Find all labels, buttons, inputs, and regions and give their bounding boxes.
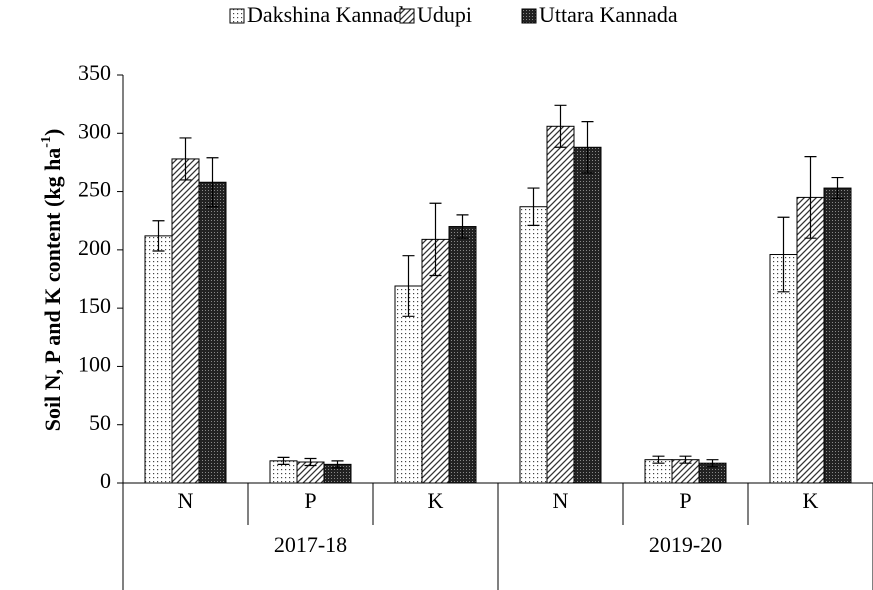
error-bar — [527, 187, 540, 226]
error-bar — [179, 137, 192, 181]
error-bar — [679, 455, 692, 464]
error-bar — [652, 455, 665, 464]
y-tick-label: 250 — [78, 177, 111, 202]
y-axis-label: Soil N, P and K content (kg ha-1) — [39, 129, 65, 432]
error-bar — [831, 176, 844, 200]
y-tick-label: 300 — [78, 118, 111, 143]
group-label: 2017-18 — [274, 532, 347, 557]
error-bar — [456, 214, 469, 239]
legend-label: Uttara Kannada — [539, 2, 678, 27]
y-label-sup: -1 — [39, 136, 54, 148]
category-label: K — [803, 488, 819, 513]
error-bar — [429, 202, 442, 277]
legend-swatch — [399, 8, 415, 24]
error-bar — [706, 459, 719, 468]
y-label-suffix: ) — [40, 129, 65, 136]
legend-label: Dakshina Kannada — [247, 2, 414, 27]
category-label: N — [553, 488, 569, 513]
y-tick-label: 100 — [78, 351, 111, 376]
error-bar — [777, 216, 790, 293]
bar — [573, 146, 602, 484]
bar — [144, 235, 173, 484]
error-bar — [804, 156, 817, 239]
bar — [796, 196, 825, 484]
bar — [769, 254, 798, 484]
error-bar — [581, 121, 594, 174]
y-tick-label: 200 — [78, 235, 111, 260]
bar — [823, 187, 852, 484]
y-tick-label: 50 — [89, 410, 111, 435]
bar — [448, 226, 477, 484]
category-label: P — [679, 488, 691, 513]
error-bar — [554, 104, 567, 148]
error-bar — [206, 157, 219, 208]
bar — [519, 206, 548, 484]
category-label: N — [178, 488, 194, 513]
category-label: P — [304, 488, 316, 513]
legend-label: Udupi — [417, 2, 472, 27]
y-tick-label: 350 — [78, 60, 111, 85]
error-bar — [304, 457, 317, 467]
error-bar — [277, 456, 290, 465]
bar — [394, 285, 423, 484]
category-label: K — [428, 488, 444, 513]
y-tick-label: 0 — [100, 468, 111, 493]
y-tick-label: 150 — [78, 293, 111, 318]
error-bar — [331, 460, 344, 469]
error-bar — [402, 255, 415, 317]
legend-swatch — [521, 8, 537, 24]
legend-swatch — [229, 8, 245, 24]
group-label: 2019-20 — [649, 532, 722, 557]
error-bar — [152, 220, 165, 252]
bar — [198, 181, 227, 484]
y-label-text: Soil N, P and K content (kg ha — [40, 148, 65, 432]
bar — [546, 125, 575, 484]
bar — [171, 158, 200, 484]
